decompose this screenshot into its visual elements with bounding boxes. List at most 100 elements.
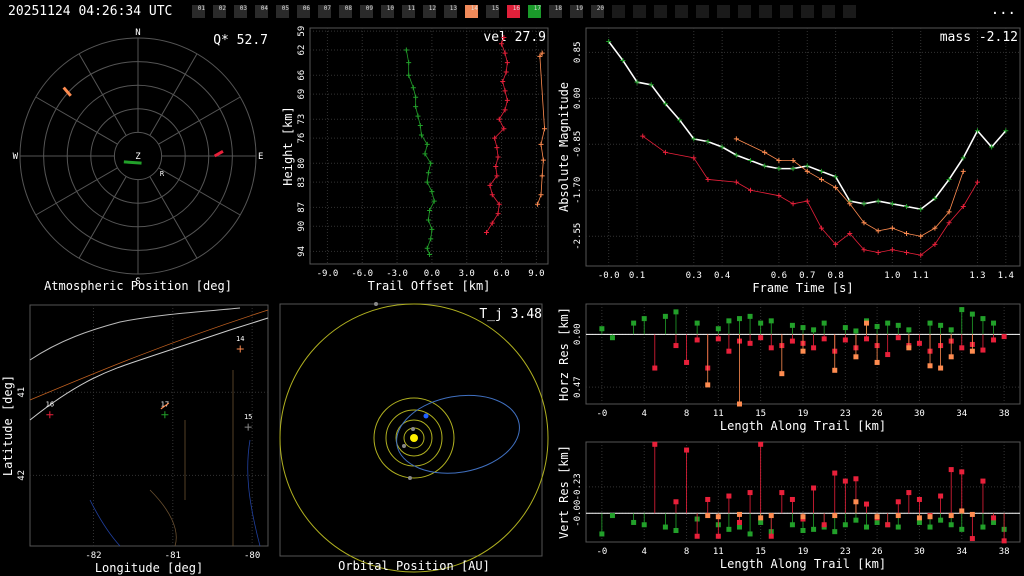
residual-point [927,363,933,369]
station-box [633,5,646,18]
trail-point [418,132,424,138]
station-box: 01 [192,5,205,18]
x-tick-label: -3.0 [386,269,408,279]
residual-point [874,519,880,525]
magnitude-point [889,247,895,253]
magnitude-point [748,158,754,164]
magnitude-point [918,233,924,239]
magnitude-point [833,241,839,247]
radiant-marker: R [160,170,165,178]
residual-point [895,335,901,341]
residual-point [980,347,986,353]
x-axis-label: Trail Offset [km] [368,279,491,293]
annotation-label: mass -2.12 [940,30,1018,45]
residual-point [662,313,668,319]
station-box [738,5,751,18]
x-tick-label: 1.4 [998,271,1014,281]
residual-point [789,496,795,502]
x-tick-label: 26 [872,409,883,419]
trail-point [503,69,509,75]
magnitude-point [804,168,810,174]
residual-point [726,526,732,532]
vertical-residual-chart: -0 4 8 11 15 19 23 26 30 34 38 -0.00-0.23 Length Alo… [557,441,1021,571]
residual-point [948,522,954,528]
x-tick-label: 4 [642,547,647,557]
horizontal-residual-chart: -0 4 8 11 15 19 23 26 30 34 38 0.00 0.47 Length Along… [557,303,1021,433]
trail-point [535,201,541,207]
magnitude-point [733,179,739,185]
x-tick-label: -6.0 [351,269,373,279]
trail-point [502,50,508,56]
x-axis-label: Length Along Trail [km] [720,419,886,433]
trail-point [501,126,507,132]
timestamp: 20251124 04:26:34 UTC [8,4,173,19]
x-tick-label: -82 [85,551,101,561]
magnitude-point [833,185,839,191]
polar-spoke [158,167,241,216]
station-box [696,5,709,18]
plot-frame [309,27,549,265]
y-tick-label: -2.55 [573,223,583,250]
residual-point [948,467,954,473]
compass-w: W [13,152,19,162]
magnitude-point [818,225,824,231]
y-tick-label: 94 [297,246,307,257]
station-marker [244,423,252,431]
trail-point [428,236,434,242]
magnitude-point [904,249,910,255]
station-box: 03 [234,5,247,18]
y-tick-label: 59 [297,26,307,37]
x-tick-label: 38 [999,409,1010,419]
magnitude-point [762,149,768,155]
residual-point [747,313,753,319]
trail-point [499,41,505,47]
residual-point [853,354,859,360]
residual-point [736,519,742,525]
residual-point [853,328,859,334]
planet-marker [411,427,415,431]
trail-point [413,94,419,100]
residual-point [895,499,901,505]
residual-point [747,531,753,537]
planet-marker [408,476,412,480]
residual-point [726,493,732,499]
residual-point [705,513,711,519]
residual-point [916,519,922,525]
menu-dots-icon[interactable]: ... [990,2,1016,18]
trail-point [422,151,428,157]
plot-frame [585,27,1021,267]
residual-point [864,524,870,530]
residual-point [715,514,721,520]
residual-point [673,528,679,534]
magnitude-point [804,163,810,169]
station-box: 05 [276,5,289,18]
station-label: 17 [161,401,169,409]
magnitude-point [974,179,980,185]
trail-series-line [486,37,508,233]
trail-point [542,126,548,132]
chart-title: Orbital Position [AU] [338,559,490,573]
x-tick-label: 0.7 [799,271,815,281]
x-tick-label: 8 [684,547,689,557]
residual-point [969,536,975,542]
trail-point [417,123,423,129]
magnitude-point [705,176,711,182]
compass-e: E [258,152,263,162]
x-axis-label: Frame Time [s] [752,281,853,295]
station-box: 15 [486,5,499,18]
residual-point [991,515,997,521]
trail-point [425,217,431,223]
trail-point [427,208,433,214]
residual-point [832,367,838,373]
magnitude-point [974,128,980,134]
trail-point [403,47,409,53]
station-box: 02 [213,5,226,18]
trail-point [487,182,493,188]
residual-point [832,470,838,476]
residual-point [758,441,764,447]
residual-point [694,320,700,326]
residual-point [842,337,848,343]
residual-point [641,316,647,322]
trail-point [427,252,433,258]
station-box: 07 [318,5,331,18]
